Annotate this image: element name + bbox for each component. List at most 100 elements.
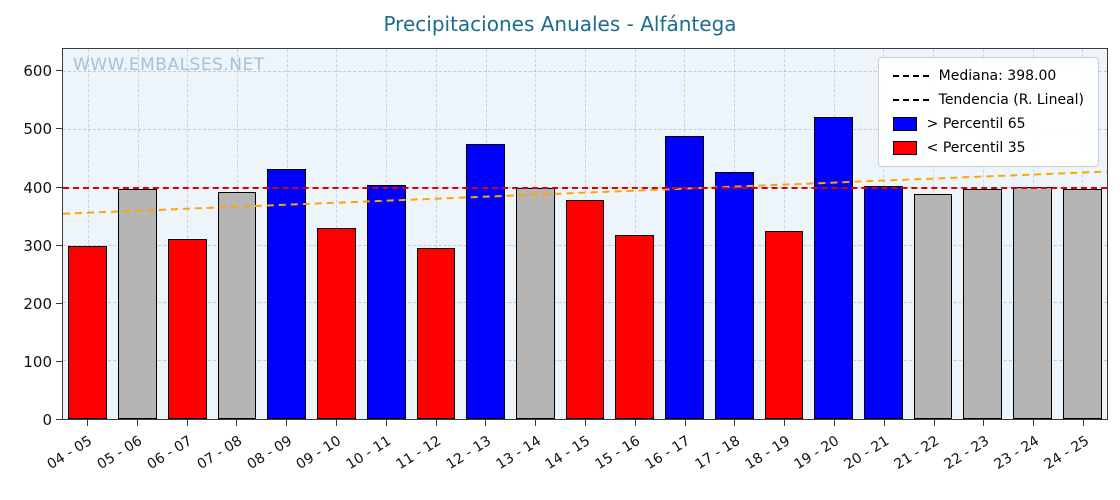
trend-line (63, 49, 1107, 419)
bar-slot (660, 49, 710, 419)
legend-label-median: Mediana: 398.00 (938, 68, 1057, 84)
bar-slot (1008, 49, 1058, 419)
x-tick (236, 420, 238, 426)
x-tick (86, 420, 88, 426)
bar (217, 191, 257, 419)
x-tick (585, 420, 586, 426)
bar-slot (212, 49, 262, 419)
bar (317, 228, 356, 419)
x-tick-label: 13 - 14 (493, 433, 544, 473)
x-tick-label: 17 - 18 (692, 433, 743, 473)
bar-slot (709, 49, 759, 419)
bar-slot (262, 49, 312, 419)
bar (167, 238, 207, 419)
bar (565, 200, 605, 419)
x-tick-label: 16 - 17 (642, 433, 694, 473)
bars-container (63, 49, 1107, 419)
below-percentile-swatch-icon (892, 141, 917, 155)
bar-slot (162, 49, 212, 419)
y-tick-label: 200 (23, 294, 52, 313)
bar (963, 188, 1003, 419)
bar-slot (510, 49, 560, 419)
bar-slot (361, 49, 411, 419)
bar (665, 135, 704, 419)
y-tick-label: 400 (23, 178, 52, 197)
bar-slot (610, 49, 660, 419)
x-tick-label: 04 - 05 (44, 433, 96, 473)
legend-item-trend: Tendencia (R. Lineal) (892, 92, 1084, 108)
x-tick (883, 420, 885, 426)
bar-slot (411, 49, 461, 419)
x-tick-label: 23 - 24 (991, 433, 1042, 473)
plot-area: WWW.EMBALSES.NET Mediana: 398.00 Tendenc… (62, 48, 1108, 420)
x-tick (1033, 420, 1035, 426)
x-tick-label: 09 - 10 (293, 433, 345, 473)
y-tick (56, 186, 62, 188)
x-tick (734, 420, 736, 426)
bar (466, 144, 505, 419)
median-line (63, 186, 1107, 189)
v-gridline (634, 49, 636, 419)
bar (764, 231, 804, 419)
bar-slot (809, 49, 859, 419)
x-tick (186, 420, 188, 426)
bar-slot (113, 49, 163, 419)
x-tick-label: 15 - 16 (592, 433, 644, 473)
h-gridline (63, 128, 1107, 130)
bar (515, 187, 555, 419)
v-gridline (87, 49, 89, 419)
bar-slot (958, 49, 1008, 419)
x-tick (535, 420, 537, 426)
x-tick (435, 420, 437, 426)
bar (366, 184, 406, 419)
legend: Mediana: 398.00 Tendencia (R. Lineal) > … (877, 57, 1099, 167)
bar (68, 245, 108, 419)
y-ticks (56, 48, 62, 420)
x-tick-label: 10 - 11 (343, 433, 395, 473)
bar-slot (312, 49, 362, 419)
x-tick (286, 420, 288, 426)
y-tick (56, 128, 62, 130)
bar (863, 186, 903, 419)
x-tick-label: 22 - 23 (941, 433, 992, 473)
x-tick-label: 05 - 06 (94, 433, 146, 473)
x-tick (1083, 420, 1085, 426)
x-tick-label: 11 - 12 (393, 433, 445, 473)
bar (913, 193, 953, 419)
x-tick-label: 14 - 15 (542, 433, 594, 473)
legend-label-trend: Tendencia (R. Lineal) (938, 92, 1084, 108)
x-axis-labels: 04 - 05 05 - 06 06 - 07 07 - 08 08 - 09 09 - … (45, 429, 1108, 499)
bar-slot (560, 49, 610, 419)
x-ticks (62, 420, 1108, 426)
x-tick-label: 08 - 09 (244, 433, 295, 473)
x-tick-label: 12 - 13 (443, 433, 494, 473)
legend-label-above: > Percentil 65 (926, 116, 1026, 132)
median-line-swatch-icon (892, 75, 929, 77)
x-tick (335, 420, 337, 426)
x-tick (485, 420, 487, 426)
bar (416, 248, 456, 419)
above-percentile-swatch-icon (892, 117, 917, 131)
x-tick (684, 420, 686, 426)
y-tick-label: 500 (23, 120, 52, 139)
y-tick-labels: 0 100 200 300 400 500 600 (0, 48, 52, 429)
y-tick (56, 360, 62, 362)
bar (1062, 188, 1102, 419)
bar (1013, 187, 1052, 419)
v-gridline (187, 49, 189, 419)
x-tick (784, 420, 786, 426)
bar (714, 172, 754, 419)
y-tick-label: 100 (23, 352, 52, 371)
x-tick (933, 420, 935, 426)
bar-slot (759, 49, 809, 419)
x-tick (834, 420, 836, 426)
x-tick-label: 07 - 08 (194, 433, 245, 473)
y-tick (56, 419, 62, 420)
x-tick (634, 420, 636, 426)
legend-item-median: Mediana: 398.00 (892, 68, 1084, 84)
x-tick-label: 20 - 21 (841, 433, 893, 473)
bar (814, 117, 854, 419)
y-tick (56, 244, 62, 246)
legend-item-below: < Percentil 35 (892, 140, 1084, 156)
legend-label-below: < Percentil 35 (926, 140, 1026, 156)
